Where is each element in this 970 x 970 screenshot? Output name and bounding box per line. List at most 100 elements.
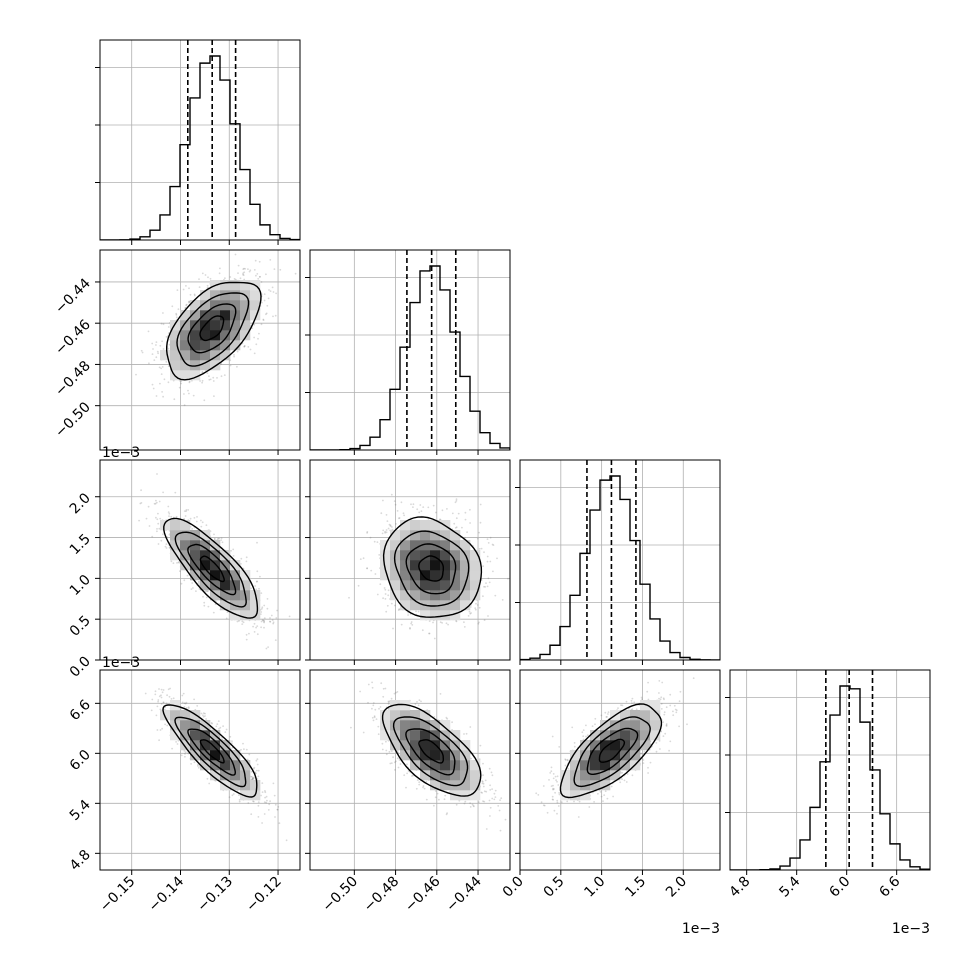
sample-point [256,763,259,766]
sample-point [266,304,269,307]
sample-point [218,272,221,275]
sample-point [167,505,170,508]
sample-point [259,613,262,615]
sample-point [148,525,151,527]
sample-point [209,277,212,280]
sample-point [463,626,466,628]
sample-point [165,543,168,545]
sample-point [165,547,168,549]
sample-point [260,611,263,613]
sample-point [409,627,411,630]
sample-point [475,602,477,605]
sample-point [180,380,183,383]
sample-point [243,345,246,348]
sample-point [151,342,154,345]
sample-point [212,611,215,614]
panel-frame [99,249,301,451]
sample-point [486,538,489,540]
sample-point [386,520,389,522]
density-cell [210,310,221,321]
sample-point [415,610,417,613]
sample-point [233,278,236,280]
sample-point [180,582,183,585]
density-cell [190,310,201,321]
sample-point [213,395,215,397]
density-cell [210,590,221,601]
sample-point [141,351,144,354]
sample-point [255,626,257,629]
sample-point [225,617,228,620]
sample-point [483,551,485,554]
sample-point [244,267,247,270]
sample-point [249,348,252,351]
density-cell [200,340,211,351]
sample-point [394,604,396,607]
density-cell [250,300,261,311]
sample-point [185,303,188,306]
sample-point [395,523,397,525]
sample-point [398,517,400,520]
sample-point [453,522,456,525]
sample-point [158,500,161,503]
sample-point [213,533,215,536]
sample-point [410,622,412,625]
sample-point [257,277,260,280]
sample-point [216,377,218,379]
density-cell [230,560,241,571]
sample-point [379,583,382,586]
density-cell [220,340,231,351]
sample-point [182,288,185,291]
density-layer [135,253,297,407]
sample-point [479,503,482,506]
sample-point [191,528,194,530]
density-cell [210,560,221,571]
sample-point [154,502,157,505]
sample-point [478,548,481,550]
contour-level-3 [166,281,262,381]
sample-point [486,560,489,563]
density-cell [240,330,251,341]
sample-point [489,536,492,539]
sample-point [417,684,419,686]
sample-point [454,527,457,529]
sample-point [151,383,154,386]
sample-point [156,528,158,530]
sample-point [165,336,168,338]
sample-point [167,365,170,367]
density-cell [210,540,221,551]
sample-point [159,344,162,347]
sample-point [382,499,384,502]
sample-point [218,537,221,540]
sample-point [147,505,150,508]
sample-point [469,508,471,511]
density-cell [200,570,211,581]
sample-point [487,615,489,617]
sample-point [175,312,178,315]
sample-point [198,582,201,585]
sample-point [140,489,143,492]
sample-point [501,599,504,601]
scatter-panel-2-1 [305,459,511,686]
density-cell [170,350,181,361]
sample-point [174,491,177,494]
sample-point [241,623,244,625]
sample-point [157,352,160,355]
sample-point [248,270,251,273]
density-cell [180,540,191,551]
sample-point [169,687,172,690]
sample-point [157,522,160,525]
sample-point [170,515,173,518]
scatter-panel-3-0 [95,669,301,875]
sample-point [155,344,157,346]
sample-point [164,545,167,548]
sample-point [243,345,246,347]
sample-point [213,538,216,540]
sample-point [258,260,261,263]
sample-point [207,590,209,593]
density-cell [240,280,251,291]
sample-point [393,500,396,502]
sample-point [243,267,245,270]
sample-point [398,517,401,519]
sample-point [237,264,240,267]
sample-point [237,272,239,274]
